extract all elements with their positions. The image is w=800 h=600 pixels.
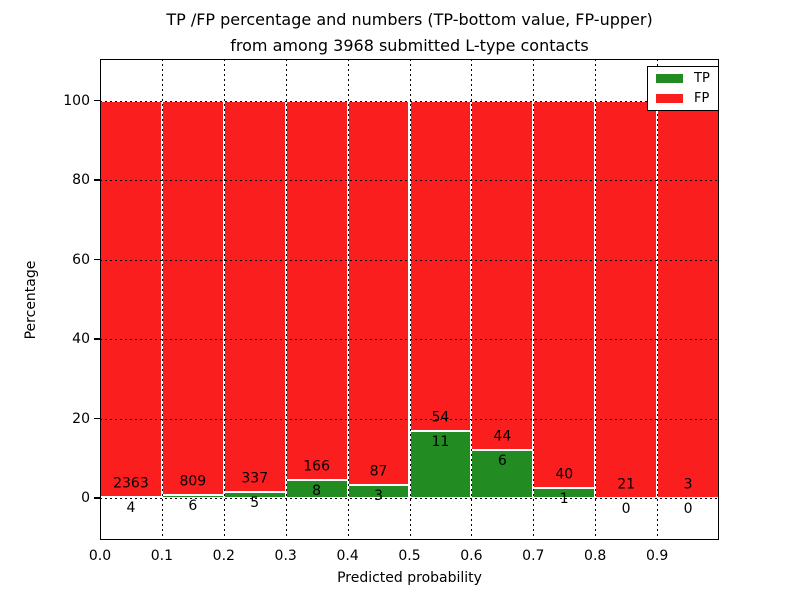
tp-count-label: 3 [374,487,384,504]
h-gridline [100,101,719,102]
y-tick-mark [94,99,100,102]
fp-count-label: 44 [493,428,512,445]
x-tick-label: 0.4 [336,548,359,564]
h-gridline [100,498,719,499]
x-tick-label: 0.1 [150,548,174,564]
y-tick-label: 100 [63,92,90,109]
v-gridline [533,59,534,540]
fp-bar-segment [409,100,472,431]
tp-count-label: 5 [250,495,260,512]
fp-count-label: 21 [617,476,636,493]
tp-color-swatch [656,74,683,83]
legend: TP FP [647,66,719,111]
y-tick-mark [94,258,100,261]
legend-item-tp: TP [656,72,710,85]
fp-bar-segment [285,100,348,480]
v-gridline [286,59,287,540]
x-tick-label: 0.7 [522,548,545,564]
tp-count-label: 6 [497,453,507,470]
x-axis-label: Predicted probability [337,570,482,586]
fp-count-label: 2363 [113,475,149,492]
tp-count-label: 0 [621,501,631,517]
fp-bar-segment [657,100,719,498]
fp-count-label: 3 [683,476,693,493]
y-tick-label: 40 [72,331,90,348]
plot-area: 2363 4 809 6 337 5 166 8 87 3 54 11 44 6 40 1 21 0 3 0 [100,59,719,540]
x-tick-label: 0.0 [88,548,112,564]
fp-bar-segment [595,100,658,498]
y-tick-label: 20 [72,410,90,427]
fp-bar-segment [347,100,410,485]
tp-count-label: 1 [559,491,569,508]
v-gridline [471,59,472,540]
fp-bar-segment [161,100,224,496]
chart-title-line2: from among 3968 submitted L-type contact… [230,36,589,55]
y-tick-label: 60 [72,251,90,268]
legend-label-tp: TP [694,71,710,86]
x-tick-label: 0.5 [398,548,421,564]
fp-count-label: 337 [241,470,269,487]
fp-color-swatch [656,94,683,103]
tp-count-label: 4 [126,500,136,517]
chart-title: TP /FP percentage and numbers (TP-bottom… [100,7,719,59]
x-tick-label: 0.9 [645,548,669,564]
tp-bar-segment [409,430,472,498]
tp-count-label: 8 [312,482,322,499]
fp-bar-segment [533,100,596,489]
fp-count-label: 54 [431,409,450,426]
v-gridline [410,59,411,540]
tp-count-label: 6 [188,498,198,515]
y-tick-mark [94,417,100,420]
x-tick-label: 0.3 [274,548,297,564]
fp-count-label: 166 [303,458,331,475]
h-gridline [100,260,719,261]
fp-bar-segment [223,100,286,493]
chart-title-line1: TP /FP percentage and numbers (TP-bottom… [166,10,653,29]
y-tick-mark [94,497,100,499]
fp-count-label: 87 [369,463,388,480]
tp-count-label: 11 [431,433,450,450]
tp-bar-segment [471,450,534,498]
fp-bar-segment [100,100,162,498]
legend-item-fp: FP [656,92,710,105]
v-gridline [595,59,596,540]
v-gridline [348,59,349,540]
v-gridline [657,59,658,540]
v-gridline [224,59,225,540]
fp-count-label: 40 [555,466,574,483]
x-tick-label: 0.2 [212,548,235,564]
fp-count-label: 809 [179,473,207,490]
y-tick-mark [94,179,100,181]
tp-count-label: 0 [683,501,693,517]
y-axis-label: Percentage [23,260,39,340]
y-tick-label: 0 [81,490,90,506]
y-tick-mark [94,338,100,340]
fp-bar-segment [471,100,534,451]
h-gridline [100,180,719,181]
y-tick-label: 80 [72,172,90,189]
h-gridline [100,339,719,340]
legend-label-fp: FP [694,91,710,106]
x-tick-label: 0.8 [584,548,607,564]
x-tick-label: 0.6 [460,548,483,564]
h-gridline [100,419,719,420]
v-gridline [162,59,163,540]
